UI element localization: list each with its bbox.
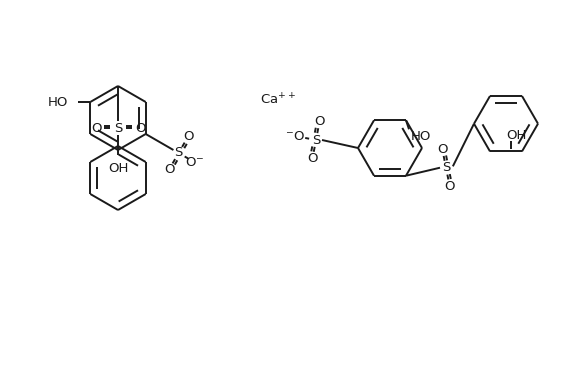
- Text: HO: HO: [411, 130, 432, 143]
- Text: O: O: [164, 163, 175, 176]
- Text: O: O: [307, 152, 318, 165]
- Text: S: S: [114, 121, 122, 135]
- Text: HO: HO: [48, 96, 68, 109]
- Text: O$^{-}$: O$^{-}$: [185, 156, 205, 169]
- Text: S: S: [312, 133, 320, 147]
- Text: $^{-}$O: $^{-}$O: [285, 130, 305, 143]
- Text: O: O: [135, 121, 145, 135]
- Text: OH: OH: [506, 129, 526, 142]
- Text: O: O: [91, 121, 101, 135]
- Text: O: O: [183, 130, 193, 143]
- Text: Ca$^{++}$: Ca$^{++}$: [260, 92, 296, 108]
- Text: O: O: [315, 115, 325, 128]
- Text: OH: OH: [108, 162, 128, 175]
- Text: O: O: [437, 143, 447, 156]
- Text: O: O: [445, 180, 455, 193]
- Text: S: S: [442, 161, 450, 174]
- Text: S: S: [175, 147, 183, 159]
